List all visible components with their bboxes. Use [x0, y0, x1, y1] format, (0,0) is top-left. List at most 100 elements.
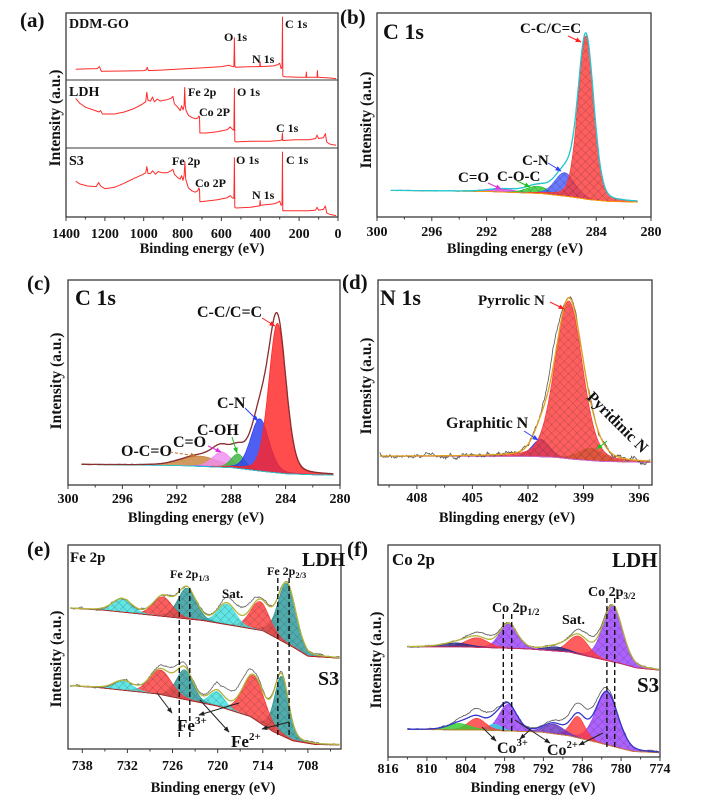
fitted-envelope-line: [407, 604, 659, 670]
annotation-c-c: C-C/C=C: [197, 304, 262, 321]
peak-label-c1s: C 1s: [276, 121, 299, 135]
annotation-arrow: [198, 702, 240, 716]
annotation-fe2-plus: Fe2+: [231, 731, 261, 751]
peak-hatch-satellite: [70, 598, 195, 620]
sample-label-ddm-go: DDM-GO: [69, 17, 129, 32]
x-axis-label: Binding energy (eV): [151, 780, 276, 796]
spectrum-title: Fe 2p: [70, 550, 105, 566]
y-axis-label: Intensity (a.u.): [358, 72, 375, 169]
annotation-co-2p-right: Co 2p3/2: [588, 585, 636, 602]
y-axis-label: Intensity (a.u.): [47, 70, 64, 167]
panel-label: (d): [342, 270, 368, 294]
label-superscript: 3+: [195, 715, 207, 727]
x-tick-label: 804: [455, 762, 476, 777]
x-tick-label: 292: [476, 225, 497, 240]
peak-label-n1s: N 1s: [252, 188, 275, 202]
peak-label-o1s: O 1s: [236, 153, 259, 167]
x-axis-label: Binding energy (eV): [471, 780, 596, 796]
label-main: Fe 2p: [170, 567, 199, 581]
plot-area: [379, 295, 651, 466]
peak-hatch-c-c-c-c: [527, 35, 638, 203]
plot-area: [81, 311, 334, 476]
annotation-arrow: [199, 699, 230, 733]
spectrum-title: N 1s: [380, 285, 421, 310]
y-axis-label: Intensity (a.u.): [48, 333, 65, 430]
peak-label-co2p: Co 2P: [195, 176, 226, 190]
survey-plot-area: [75, 16, 337, 217]
x-axis: 300 296 292 288 284 280: [58, 485, 351, 507]
peak-hatch-c-o-c: [454, 186, 621, 202]
label-superscript: 2+: [567, 740, 578, 751]
label-main: Fe: [177, 716, 195, 735]
peak-label-c1s: C 1s: [285, 17, 308, 31]
x-tick-label: 284: [275, 492, 296, 507]
annotation-fe3-plus: Fe3+: [177, 715, 207, 735]
panel-label: (b): [340, 5, 366, 29]
x-tick-label: 708: [297, 759, 318, 774]
peak-label-n1s: N 1s: [252, 52, 275, 66]
x-tick-label: 402: [518, 491, 539, 506]
background-line: [407, 646, 659, 671]
x-tick-label: 0: [335, 227, 342, 242]
sample-label-ldh: LDH: [612, 548, 658, 572]
peak-hatch-fe2: [219, 583, 340, 659]
sample-label-s3: S3: [637, 673, 659, 697]
annotation-satellite: Sat.: [222, 586, 243, 601]
panel-label: (c): [27, 271, 50, 295]
peak-label-co2p: Co 2P: [199, 105, 230, 119]
peak-hatch-fe3: [90, 596, 235, 626]
peak-hatch-fe2: [228, 676, 335, 745]
panel-e-fe2p: (e) 738 732 726 720 714 708 Intensity (a.u.) …: [27, 537, 346, 796]
annotation-arrow: [156, 692, 173, 714]
label-main: Fe: [231, 732, 249, 751]
x-tick-label: 726: [162, 759, 183, 774]
spectrum-fit: [81, 311, 334, 476]
annotation-arrow: [481, 726, 497, 742]
annotation-fe-2p-left: Fe 2p1/3: [170, 567, 209, 583]
annotation-arrow: [516, 180, 531, 188]
annotation-co3-plus: Co3+: [497, 738, 528, 757]
fitted-envelope-line: [379, 296, 651, 462]
panel-c-c1s: (c) 300 296 292 288 284 280 Intensity (a.u.) …: [27, 271, 351, 526]
peak-label-c1s: C 1s: [286, 153, 309, 167]
x-tick-label: 200: [289, 227, 310, 242]
annotation-c-c: C-C/C=C: [520, 21, 581, 37]
plot-area: [390, 32, 638, 203]
spectrum-title: C 1s: [383, 19, 424, 44]
peak-hatch-co-2p3-2: [524, 691, 659, 753]
peak-hatch-c-n: [490, 172, 638, 203]
annotation-arrow: [169, 451, 197, 458]
x-tick-label: 296: [112, 492, 133, 507]
panel-label: (e): [27, 537, 50, 561]
annotation-fe-2p-right: Fe 2p2/3: [267, 564, 306, 580]
annotation-c-o: C=O: [458, 170, 489, 186]
fitted-envelope-line: [70, 581, 340, 659]
annotation-arrow: [549, 301, 565, 310]
label-main: Co: [547, 742, 567, 759]
x-axis: 1400 1200 1000 800 600 400 200 0: [52, 217, 342, 242]
peak-hatch-fe2: [122, 669, 247, 716]
x-tick-label: 288: [221, 492, 242, 507]
spectrum-fit: [379, 295, 651, 466]
label-main: Co 2p: [588, 585, 624, 600]
x-tick-label: 786: [572, 762, 593, 777]
survey-trace-ldh: [75, 87, 337, 146]
x-axis-label: Blingding energy (eV): [128, 510, 264, 526]
annotation-o-c-o: O-C=O: [121, 443, 172, 460]
fitted-envelope-line: [70, 665, 340, 746]
x-tick-label: 300: [58, 492, 79, 507]
x-axis: 738 732 726 720 714 708: [72, 749, 331, 774]
x-axis-label: Binding energy (eV): [140, 241, 265, 257]
x-tick-label: 780: [611, 762, 632, 777]
x-tick-label: 284: [586, 225, 607, 240]
sample-label-ldh: LDH: [302, 549, 346, 571]
annotation-arrow: [523, 430, 539, 441]
annotation-co2-plus: Co2+: [547, 740, 578, 759]
survey-trace-ddm-go: [75, 16, 337, 80]
spectrum-s3: [407, 686, 660, 754]
x-tick-label: 720: [207, 759, 228, 774]
x-axis-label: Blingding energy (eV): [447, 241, 583, 257]
peak-label-fe2p: Fe 2p: [188, 85, 217, 99]
annotation-c-o: C=O: [173, 434, 206, 451]
x-tick-label: 405: [462, 491, 483, 506]
